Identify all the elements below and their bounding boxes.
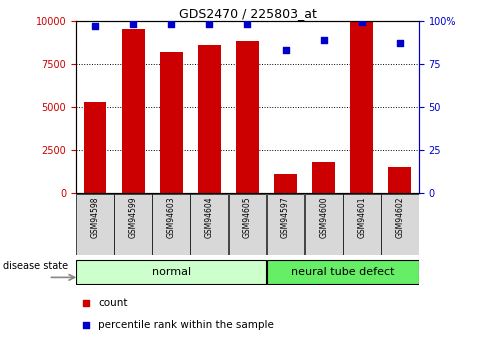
FancyBboxPatch shape xyxy=(76,194,114,255)
Point xyxy=(358,20,366,25)
FancyBboxPatch shape xyxy=(267,260,419,284)
Text: GSM94604: GSM94604 xyxy=(205,196,214,238)
Bar xyxy=(160,52,183,193)
Point xyxy=(244,21,251,27)
Text: GSM94601: GSM94601 xyxy=(357,196,367,238)
Bar xyxy=(389,167,411,193)
FancyBboxPatch shape xyxy=(305,194,343,255)
Point xyxy=(396,40,404,46)
Text: GSM94600: GSM94600 xyxy=(319,196,328,238)
Text: neural tube defect: neural tube defect xyxy=(291,267,394,277)
Text: GSM94605: GSM94605 xyxy=(243,196,252,238)
FancyBboxPatch shape xyxy=(191,194,228,255)
Text: percentile rank within the sample: percentile rank within the sample xyxy=(98,319,274,329)
Point xyxy=(167,21,175,27)
FancyBboxPatch shape xyxy=(381,194,419,255)
Title: GDS2470 / 225803_at: GDS2470 / 225803_at xyxy=(178,7,317,20)
Text: disease state: disease state xyxy=(3,261,69,271)
Point xyxy=(82,300,90,306)
FancyBboxPatch shape xyxy=(343,194,381,255)
Text: count: count xyxy=(98,298,128,308)
FancyBboxPatch shape xyxy=(228,194,267,255)
Point xyxy=(205,21,213,27)
Text: GSM94598: GSM94598 xyxy=(91,196,99,238)
Bar xyxy=(274,174,297,193)
Point xyxy=(282,47,290,53)
Bar xyxy=(350,22,373,193)
Bar xyxy=(198,45,221,193)
Text: GSM94603: GSM94603 xyxy=(167,196,176,238)
Bar xyxy=(236,41,259,193)
FancyBboxPatch shape xyxy=(267,194,304,255)
Point xyxy=(91,23,99,29)
Point xyxy=(82,322,90,327)
Bar xyxy=(312,162,335,193)
FancyBboxPatch shape xyxy=(114,194,152,255)
Point xyxy=(129,21,137,27)
FancyBboxPatch shape xyxy=(76,260,267,284)
FancyBboxPatch shape xyxy=(152,194,190,255)
Bar xyxy=(84,102,106,193)
Text: GSM94599: GSM94599 xyxy=(128,196,138,238)
Point xyxy=(320,37,328,42)
Text: normal: normal xyxy=(152,267,191,277)
Text: GSM94597: GSM94597 xyxy=(281,196,290,238)
Bar xyxy=(122,29,145,193)
Text: GSM94602: GSM94602 xyxy=(395,196,404,238)
